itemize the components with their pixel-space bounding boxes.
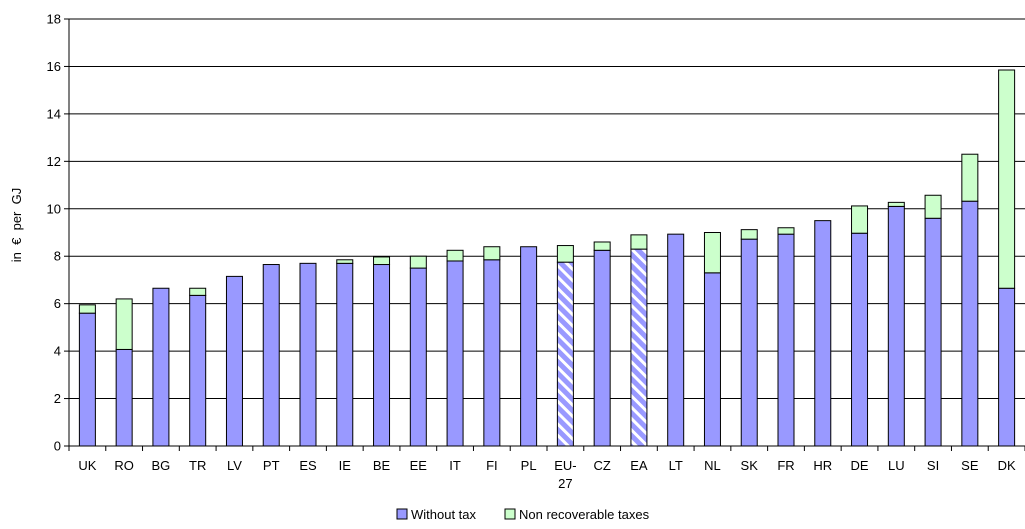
gridlines [64, 18, 1025, 447]
x-tick-label: EU- [554, 458, 576, 473]
y-tick-label: 4 [54, 344, 61, 359]
x-tick-label: HR [813, 458, 832, 473]
x-tick-label: CZ [593, 458, 610, 473]
bar-without-tax [961, 200, 979, 447]
x-tick-label: FI [486, 458, 498, 473]
x-tick-label: LU [888, 458, 905, 473]
bar-without-tax [740, 238, 758, 447]
bar-non-recoverable-taxes [336, 259, 354, 264]
bar-without-tax [336, 262, 354, 447]
bar-without-tax [78, 312, 96, 447]
bar-without-tax [115, 348, 133, 447]
bar-without-tax [262, 264, 280, 447]
legend: Without tax Non recoverable taxes [396, 507, 650, 522]
bar-non-recoverable-taxes [593, 241, 611, 251]
bar-non-recoverable-taxes [703, 232, 721, 274]
bar-non-recoverable-taxes [189, 287, 207, 296]
y-tick-label: 12 [47, 154, 61, 169]
bar-non-recoverable-taxes [887, 201, 905, 207]
bar-without-tax [225, 275, 243, 447]
bar-non-recoverable-taxes [556, 245, 574, 263]
y-tick-label: 0 [54, 439, 61, 454]
bar-non-recoverable-taxes [740, 229, 758, 240]
x-tick-label: TR [189, 458, 206, 473]
bar-without-tax [299, 262, 317, 447]
y-tick-label: 2 [54, 391, 61, 406]
x-tick-label: SI [927, 458, 939, 473]
bar-without-tax [814, 220, 832, 447]
bar-without-tax [998, 287, 1016, 447]
bar-without-tax [630, 248, 648, 447]
bar-without-tax [593, 249, 611, 447]
bar-non-recoverable-taxes [961, 153, 979, 202]
bar-without-tax [446, 260, 464, 447]
bar-non-recoverable-taxes [373, 256, 391, 266]
legend-label-non-recoverable-taxes: Non recoverable taxes [519, 507, 650, 522]
y-axis-tick-labels: 0 2 4 6 8 10 12 14 16 18 [47, 12, 61, 454]
bar-non-recoverable-taxes [777, 227, 795, 235]
x-tick-label: ES [299, 458, 317, 473]
bar-without-tax [520, 246, 538, 447]
bar-non-recoverable-taxes [630, 234, 648, 250]
bar-non-recoverable-taxes [409, 255, 427, 269]
x-tick-label: 27 [558, 476, 572, 491]
bar-without-tax [189, 294, 207, 447]
y-tick-label: 14 [47, 106, 61, 121]
bar-without-tax [777, 233, 795, 447]
bar-without-tax [667, 233, 685, 447]
axes [68, 19, 1025, 451]
bar-without-tax [556, 261, 574, 447]
y-tick-label: 8 [54, 249, 61, 264]
x-tick-label: EA [630, 458, 648, 473]
bar-without-tax [483, 259, 501, 447]
y-axis-label: in € per GJ [9, 188, 24, 262]
x-tick-label: EE [410, 458, 428, 473]
bar-without-tax [851, 232, 869, 447]
bar-non-recoverable-taxes [483, 246, 501, 261]
y-tick-label: 10 [47, 201, 61, 216]
bar-without-tax [409, 267, 427, 447]
x-tick-label: NL [704, 458, 721, 473]
bar-non-recoverable-taxes [924, 194, 942, 219]
x-tick-label: DK [998, 458, 1016, 473]
x-tick-label: IT [449, 458, 461, 473]
x-tick-label: DE [851, 458, 869, 473]
bar-without-tax [924, 217, 942, 447]
x-tick-label: PL [521, 458, 537, 473]
x-tick-label: SK [741, 458, 759, 473]
y-tick-label: 16 [47, 59, 61, 74]
bar-without-tax [703, 272, 721, 447]
x-axis-tick-labels: UK RO BG TR LV PT ES IE BE EE IT FI PL EU- 27 CZ EA LT NL S… [78, 458, 1016, 491]
x-tick-label: FR [777, 458, 794, 473]
legend-swatch-without-tax [396, 508, 408, 520]
x-tick-label: LT [669, 458, 683, 473]
x-tick-label: BE [373, 458, 391, 473]
bar-non-recoverable-taxes [115, 298, 133, 350]
bar-without-tax [887, 205, 905, 447]
bar-non-recoverable-taxes [78, 304, 96, 314]
bar-non-recoverable-taxes [446, 249, 464, 262]
x-tick-label: SE [961, 458, 979, 473]
x-tick-label: BG [152, 458, 171, 473]
bar-non-recoverable-taxes [998, 69, 1016, 289]
bar-without-tax [373, 264, 391, 447]
x-tick-label: RO [114, 458, 134, 473]
x-tick-label: PT [263, 458, 280, 473]
y-tick-label: 6 [54, 296, 61, 311]
x-tick-label: LV [227, 458, 242, 473]
bar-non-recoverable-taxes [851, 205, 869, 234]
y-tick-label: 18 [47, 12, 61, 27]
bar-without-tax [152, 287, 170, 447]
legend-swatch-non-recoverable-taxes [504, 508, 516, 520]
bars [78, 69, 1016, 447]
x-tick-label: IE [339, 458, 352, 473]
legend-label-without-tax: Without tax [411, 507, 477, 522]
x-tick-label: UK [78, 458, 96, 473]
